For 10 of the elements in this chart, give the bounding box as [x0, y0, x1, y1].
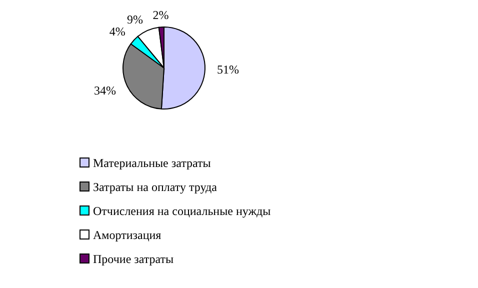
legend-label: Отчисления на социальные нужды — [93, 204, 271, 218]
data-label: 34% — [94, 84, 116, 98]
legend-label: Прочие затраты — [93, 252, 174, 266]
data-label: 51% — [216, 62, 239, 77]
legend-label: Затраты на оплату труда — [93, 180, 218, 194]
data-label: 4% — [109, 24, 126, 39]
data-label: 9% — [126, 12, 143, 26]
legend-label: Амортизация — [93, 228, 162, 242]
legend-label: Материальные затраты — [93, 156, 211, 170]
data-label: 2% — [152, 8, 169, 22]
